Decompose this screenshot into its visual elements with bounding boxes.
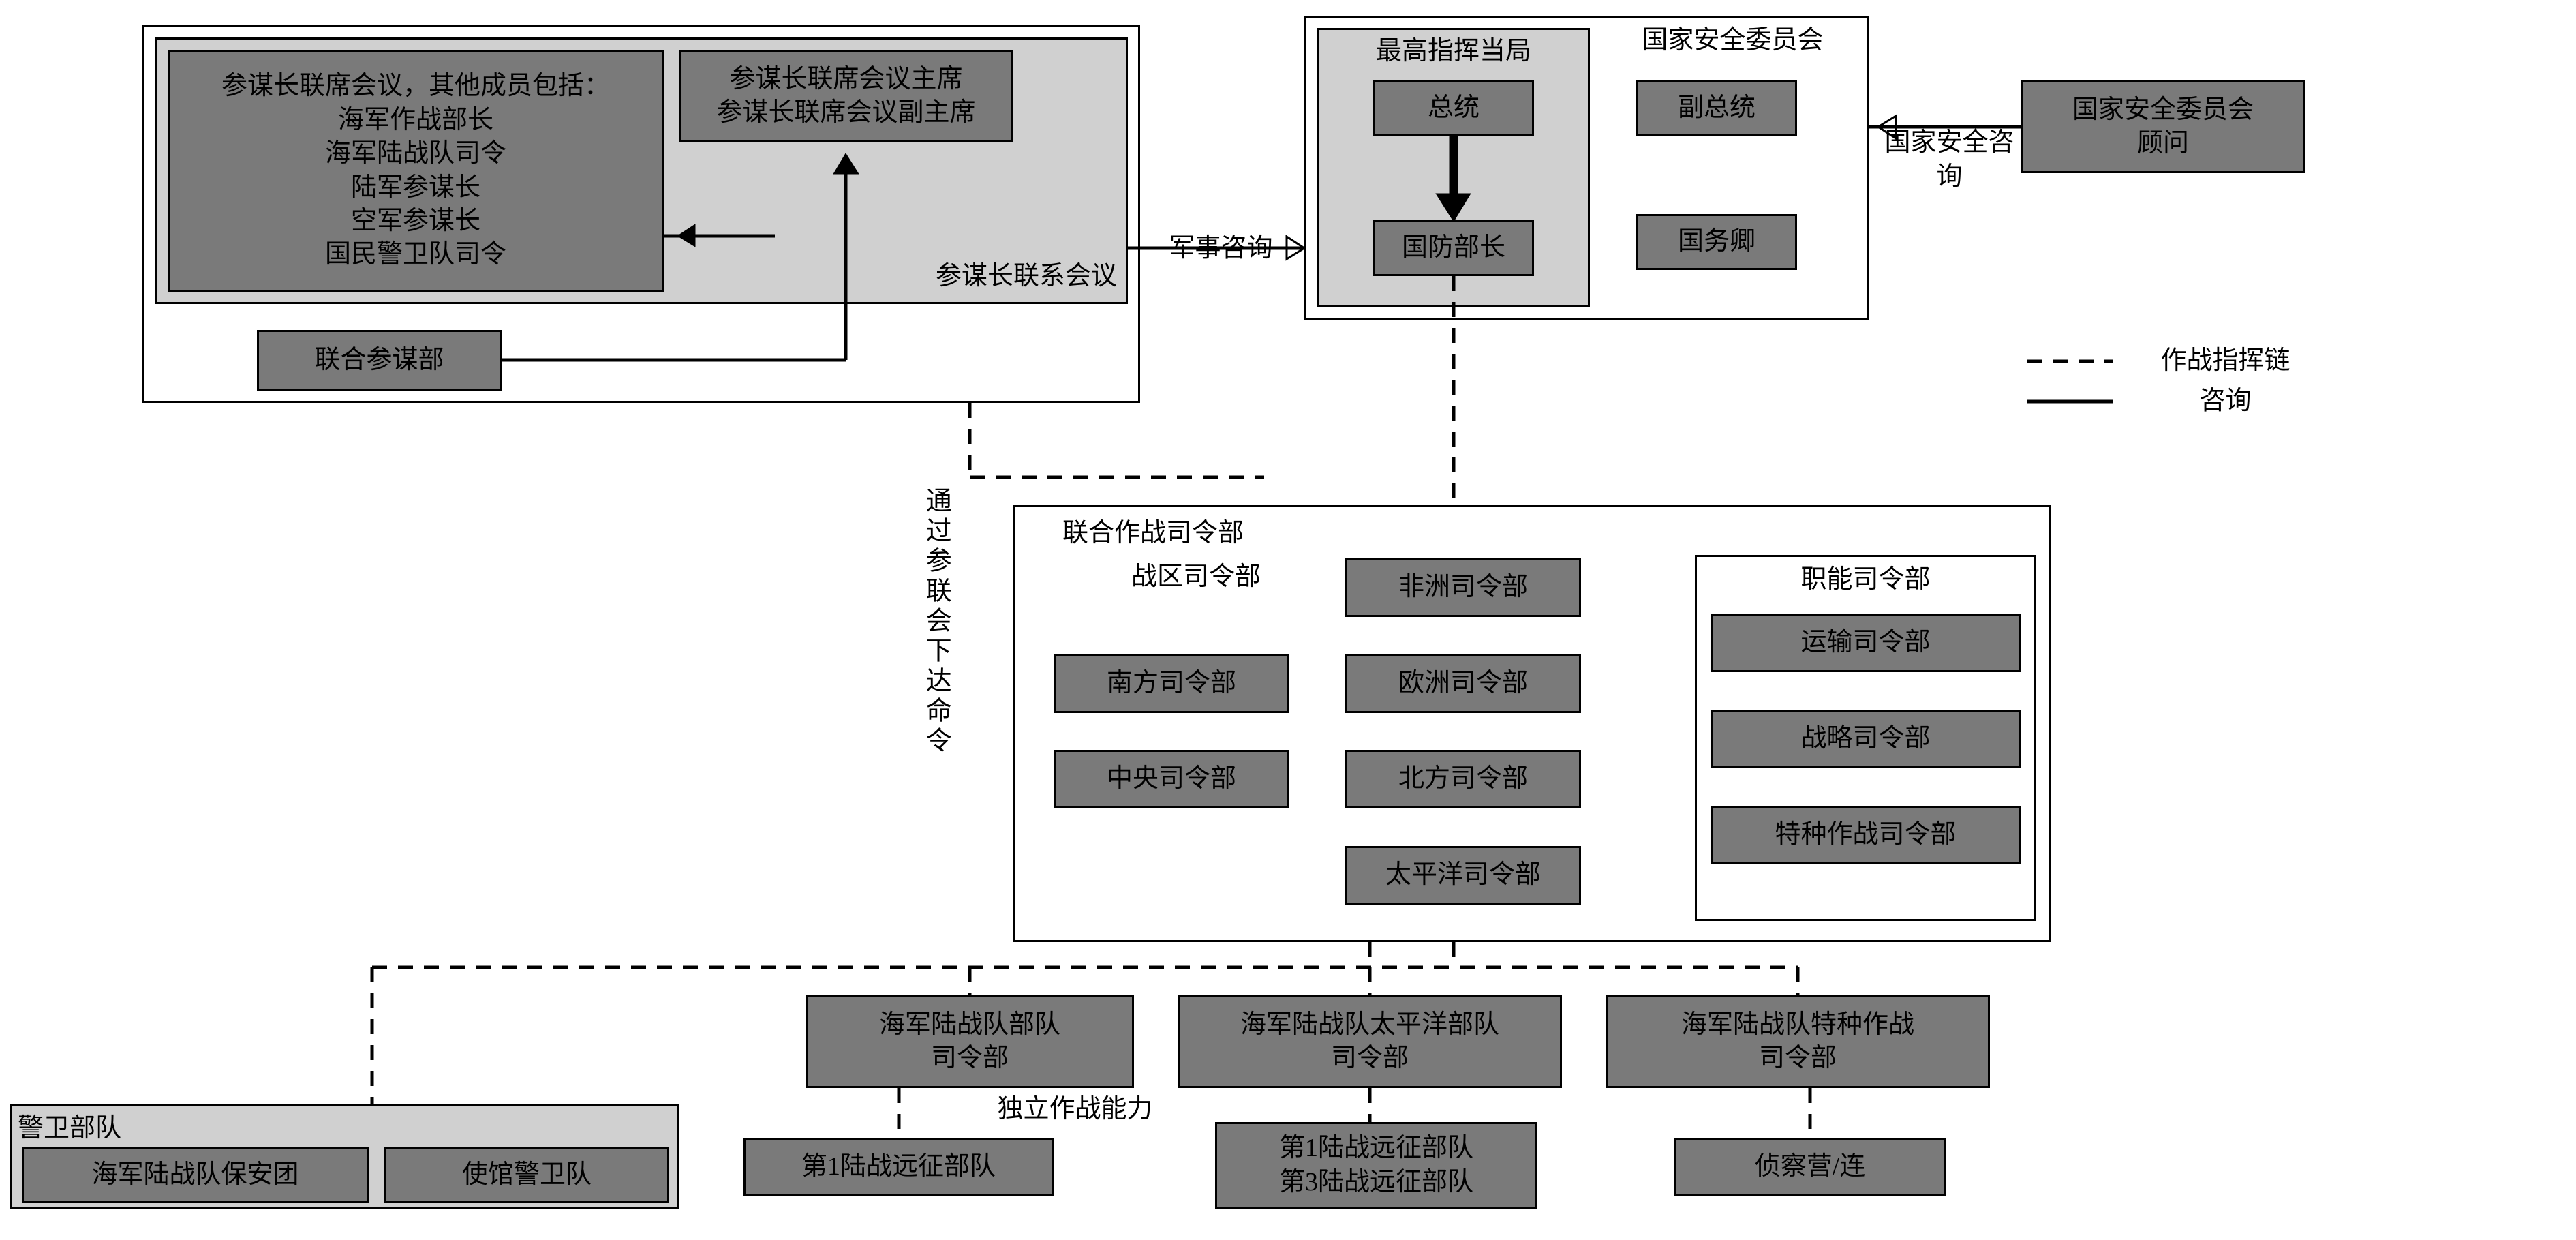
nsc_advisor: 国家安全委员会顾问 — [2021, 80, 2305, 173]
cmd_north: 北方司令部 — [1345, 750, 1581, 808]
legend_dash: 作战指挥链 — [2132, 344, 2318, 378]
secstate: 国务卿 — [1636, 214, 1797, 270]
func_label: 职能司令部 — [1754, 561, 1977, 599]
nsc_label: 国家安全委员会 — [1606, 22, 1860, 59]
vlabel_orders: 通过参联会下达命令 — [917, 487, 953, 757]
cmd_strat: 战略司令部 — [1711, 710, 2021, 768]
geo_label: 战区司令部 — [1100, 558, 1292, 596]
marfor_soc: 海军陆战队特种作战司令部 — [1606, 995, 1990, 1088]
ucc_label: 联合作战司令部 — [1029, 515, 1277, 552]
legend_solid: 咨询 — [2132, 384, 2318, 419]
indep_label: 独立作战能力 — [970, 1093, 1180, 1127]
cmd_africa: 非洲司令部 — [1345, 558, 1581, 617]
president: 总统 — [1373, 80, 1534, 136]
cmd_pacific: 太平洋司令部 — [1345, 846, 1581, 905]
joint_staff: 联合参谋部 — [257, 330, 502, 391]
edge_mil_cons: 军事咨询 — [1150, 230, 1292, 267]
recon: 侦察营/连 — [1674, 1138, 1946, 1196]
guard_emb: 使馆警卫队 — [384, 1147, 669, 1203]
jcs_members: 参谋长联席会议，其他成员包括：海军作战部长海军陆战队司令陆军参谋长空军参谋长国民… — [168, 50, 664, 292]
mef13: 第1陆战远征部队第3陆战远征部队 — [1215, 1122, 1537, 1209]
cmd_central: 中央司令部 — [1054, 750, 1289, 808]
jcs_chair: 参谋长联席会议主席参谋长联席会议副主席 — [679, 50, 1013, 142]
marfor_hq: 海军陆战队部队司令部 — [806, 995, 1134, 1088]
cmd_europe: 欧洲司令部 — [1345, 654, 1581, 713]
marfor_pac: 海军陆战队太平洋部队司令部 — [1178, 995, 1562, 1088]
cmd_south: 南方司令部 — [1054, 654, 1289, 713]
vp: 副总统 — [1636, 80, 1797, 136]
guard_sec: 海军陆战队保安团 — [22, 1147, 369, 1203]
cmd_soc: 特种作战司令部 — [1711, 806, 2021, 864]
edge_nsc_cons: 国家安全咨询 — [1878, 141, 2021, 179]
secdef: 国防部长 — [1373, 220, 1534, 276]
cmd_trans: 运输司令部 — [1711, 614, 2021, 672]
diagram-canvas: 参谋长联系会议参谋长联席会议，其他成员包括：海军作战部长海军陆战队司令陆军参谋长… — [0, 0, 2576, 1240]
mef1: 第1陆战远征部队 — [743, 1138, 1054, 1196]
